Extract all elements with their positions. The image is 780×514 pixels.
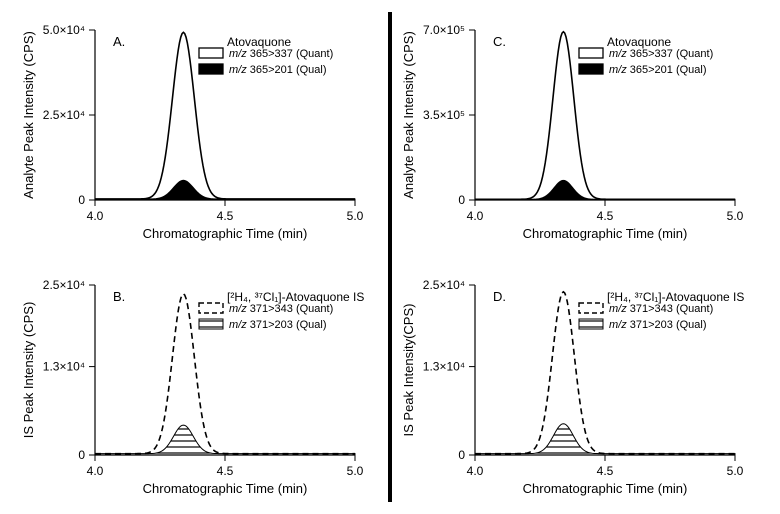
legend-item-label: m/z 365>337 (Quant) xyxy=(229,48,333,60)
ytick-label: 1.3×10⁴ xyxy=(43,360,85,374)
ytick-label: 2.5×10⁴ xyxy=(43,278,85,292)
legend-item-label: m/z 365>201 (Qual) xyxy=(229,64,327,76)
legend-title: Atovaquone xyxy=(607,35,671,49)
xtick-label: 4.0 xyxy=(87,464,104,478)
xtick-label: 5.0 xyxy=(727,464,744,478)
legend-title: [²H₄, ³⁷Cl₁]-Atovaquone IS xyxy=(607,290,744,304)
legend-swatch xyxy=(199,64,223,74)
legend-item-label: m/z 365>337 (Quant) xyxy=(609,48,713,60)
legend-swatch xyxy=(199,48,223,58)
xtick-label: 5.0 xyxy=(347,464,364,478)
panel-letter: D. xyxy=(493,289,506,304)
legend-item-label: m/z 371>343 (Quant) xyxy=(229,303,333,315)
xtick-label: 5.0 xyxy=(727,209,744,223)
x-axis-label: Chromatographic Time (min) xyxy=(143,226,308,241)
y-axis-label: Analyte Peak Intensity (CPS) xyxy=(401,31,416,199)
x-axis-label: Chromatographic Time (min) xyxy=(143,481,308,496)
xtick-label: 4.0 xyxy=(467,209,484,223)
legend-title: [²H₄, ³⁷Cl₁]-Atovaquone IS xyxy=(227,290,364,304)
legend-swatch xyxy=(579,319,603,329)
legend-swatch xyxy=(199,319,223,329)
legend-title: Atovaquone xyxy=(227,35,291,49)
chromatogram-figure: 4.0 4.5 5.0 0 2.5×10⁴ 5.0×10⁴ Chromatographic … xyxy=(0,0,780,514)
xtick-label: 4.0 xyxy=(467,464,484,478)
legend-swatch xyxy=(579,64,603,74)
ytick-label: 5.0×10⁴ xyxy=(43,23,85,37)
xtick-label: 5.0 xyxy=(347,209,364,223)
ytick-label: 0 xyxy=(458,448,465,462)
panel-letter: A. xyxy=(113,34,125,49)
legend-item-label: m/z 371>343 (Quant) xyxy=(609,303,713,315)
xtick-label: 4.5 xyxy=(217,209,234,223)
xtick-label: 4.5 xyxy=(597,464,614,478)
y-axis-label: IS Peak Intensity (CPS) xyxy=(21,302,36,439)
ytick-label: 0 xyxy=(458,193,465,207)
ytick-label: 2.5×10⁴ xyxy=(43,108,85,122)
panel-letter: C. xyxy=(493,34,506,49)
ytick-label: 0 xyxy=(78,448,85,462)
xtick-label: 4.5 xyxy=(597,209,614,223)
x-axis-label: Chromatographic Time (min) xyxy=(523,226,688,241)
legend-swatch xyxy=(579,48,603,58)
legend-item-label: m/z 365>201 (Qual) xyxy=(609,64,707,76)
xtick-label: 4.5 xyxy=(217,464,234,478)
ytick-label: 0 xyxy=(78,193,85,207)
xtick-label: 4.0 xyxy=(87,209,104,223)
ytick-label: 1.3×10⁴ xyxy=(423,360,465,374)
x-axis-label: Chromatographic Time (min) xyxy=(523,481,688,496)
legend-item-label: m/z 371>203 (Qual) xyxy=(229,319,327,331)
y-axis-label: IS Peak Intensity(CPS) xyxy=(401,304,416,437)
legend-item-label: m/z 371>203 (Qual) xyxy=(609,319,707,331)
ytick-label: 2.5×10⁴ xyxy=(423,278,465,292)
ytick-label: 3.5×10⁵ xyxy=(423,108,465,122)
ytick-label: 7.0×10⁵ xyxy=(423,23,465,37)
panel-letter: B. xyxy=(113,289,125,304)
y-axis-label: Analyte Peak Intensity (CPS) xyxy=(21,31,36,199)
